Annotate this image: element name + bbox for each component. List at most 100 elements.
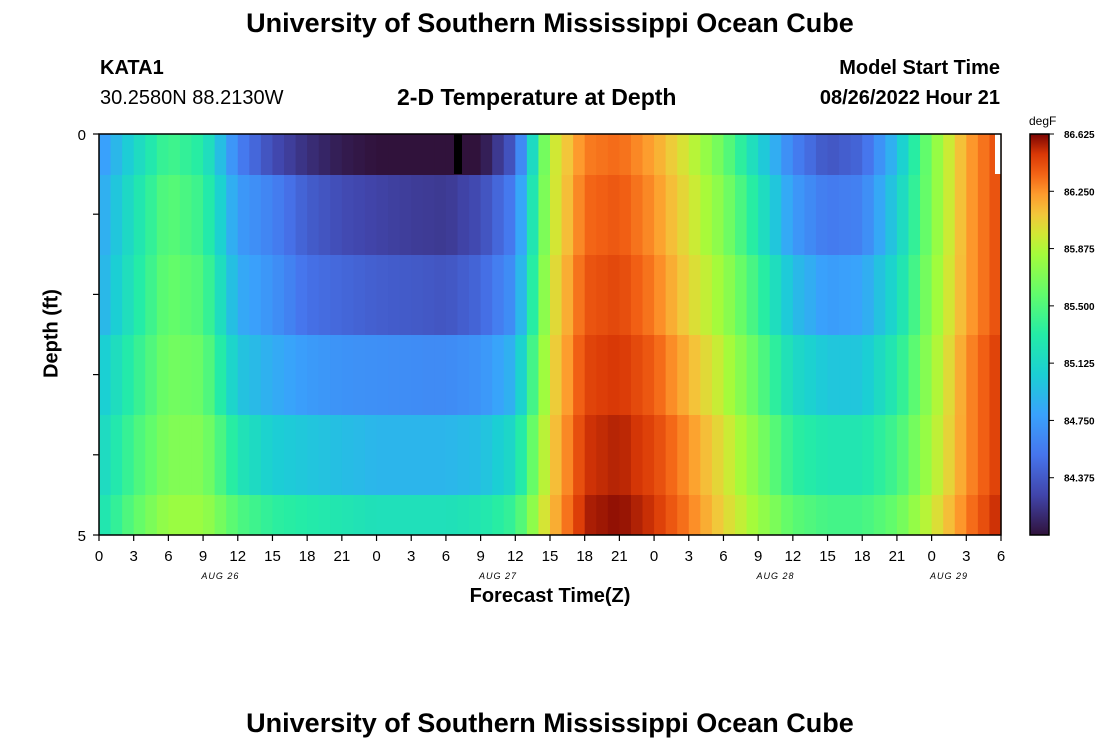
heatmap-cell	[746, 255, 759, 335]
heatmap-cell	[457, 415, 470, 495]
heatmap-cell	[318, 415, 331, 495]
heatmap-cell	[249, 134, 262, 175]
heatmap-cell	[203, 134, 216, 175]
heatmap-cell	[896, 415, 910, 495]
heatmap-cell	[839, 175, 852, 255]
heatmap-cell	[573, 175, 586, 255]
heatmap-cell	[156, 134, 169, 175]
heatmap-cell	[353, 495, 366, 535]
heatmap-cell	[677, 255, 690, 335]
x-tick-label: 6	[442, 548, 450, 565]
heatmap-cell	[630, 175, 644, 255]
heatmap-cell	[122, 495, 135, 535]
heatmap-cell	[931, 134, 944, 175]
heatmap-cell	[110, 415, 123, 495]
heatmap-cell	[503, 175, 516, 255]
colorbar-tick-label: 85.500	[1064, 302, 1095, 313]
heatmap-cell	[480, 415, 493, 495]
heatmap-cell	[399, 495, 412, 535]
heatmap-cell	[607, 495, 620, 535]
heatmap-cell	[654, 134, 667, 175]
heatmap-cell	[769, 415, 782, 495]
heatmap-cell	[203, 495, 216, 535]
heatmap-cell	[839, 134, 852, 175]
heatmap-cell	[526, 255, 540, 335]
heatmap-cell	[746, 134, 759, 175]
heatmap-cell	[827, 134, 840, 175]
heatmap-cell	[503, 415, 516, 495]
heatmap-cell	[619, 495, 632, 535]
colorbar-unit: degF	[1029, 114, 1056, 128]
heatmap-cell	[133, 335, 146, 415]
heatmap-cell	[642, 134, 655, 175]
heatmap-cell	[711, 175, 725, 255]
heatmap-cell	[341, 495, 355, 535]
heatmap-cell	[399, 255, 412, 335]
heatmap-cell	[399, 335, 412, 415]
heatmap-cell	[619, 255, 632, 335]
heatmap-cell	[873, 415, 886, 495]
x-tick-label: 12	[785, 548, 802, 565]
heatmap-cell	[896, 335, 910, 415]
heatmap-cell	[850, 134, 863, 175]
heatmap-cell	[272, 175, 285, 255]
heatmap-cell	[781, 415, 794, 495]
heatmap-cell	[758, 335, 771, 415]
heatmap-cell	[931, 495, 944, 535]
heatmap-cell	[457, 255, 470, 335]
heatmap-cell	[203, 175, 216, 255]
heatmap-cell	[272, 134, 285, 175]
heatmap-cell	[746, 335, 759, 415]
heatmap-cell	[688, 255, 701, 335]
heatmap-cell	[99, 495, 112, 535]
heatmap-cell	[850, 415, 863, 495]
heatmap-cell	[434, 495, 447, 535]
heatmap-cell	[584, 335, 597, 415]
heatmap-cell	[492, 335, 505, 415]
heatmap-cell	[260, 255, 274, 335]
heatmap-cell	[237, 175, 250, 255]
heatmap-cell	[133, 255, 146, 335]
heatmap-cell	[480, 175, 493, 255]
x-date-label: AUG 29	[929, 571, 968, 581]
heatmap-cell	[492, 175, 505, 255]
heatmap-cell	[896, 175, 910, 255]
heatmap-cell	[619, 415, 632, 495]
heatmap-cell	[307, 415, 320, 495]
y-tick-label: 5	[78, 528, 86, 545]
heatmap-cell	[480, 255, 493, 335]
heatmap-cell	[804, 175, 817, 255]
heatmap-cell	[203, 255, 216, 335]
heatmap-cell	[376, 175, 389, 255]
heatmap-cell	[596, 255, 609, 335]
heatmap-cell	[445, 495, 459, 535]
heatmap-cell	[341, 134, 355, 175]
heatmap-cell	[330, 255, 343, 335]
heatmap-cell	[492, 415, 505, 495]
heatmap-cell	[896, 495, 910, 535]
heatmap-cell	[630, 134, 644, 175]
heatmap-cell	[850, 175, 863, 255]
heatmap-cell	[445, 415, 459, 495]
heatmap-cell	[607, 255, 620, 335]
heatmap-cell	[758, 134, 771, 175]
heatmap-cell	[179, 495, 193, 535]
heatmap-cell	[515, 134, 528, 175]
heatmap-cell	[330, 134, 343, 175]
heatmap-cell	[260, 134, 274, 175]
heatmap-cell	[388, 495, 401, 535]
heatmap-cell	[735, 415, 748, 495]
missing-data-mark	[454, 134, 462, 174]
heatmap-cell	[295, 255, 308, 335]
heatmap-cell	[688, 134, 701, 175]
heatmap-cell	[203, 335, 216, 415]
heatmap-cell	[839, 415, 852, 495]
x-tick-label: 6	[719, 548, 727, 565]
heatmap-cell	[584, 495, 597, 535]
heatmap-cell	[318, 134, 331, 175]
heatmap-cell	[758, 255, 771, 335]
x-date-label: AUG 27	[478, 571, 517, 581]
heatmap-cell	[665, 335, 678, 415]
heatmap-cell	[353, 415, 366, 495]
heatmap-cell	[145, 415, 158, 495]
